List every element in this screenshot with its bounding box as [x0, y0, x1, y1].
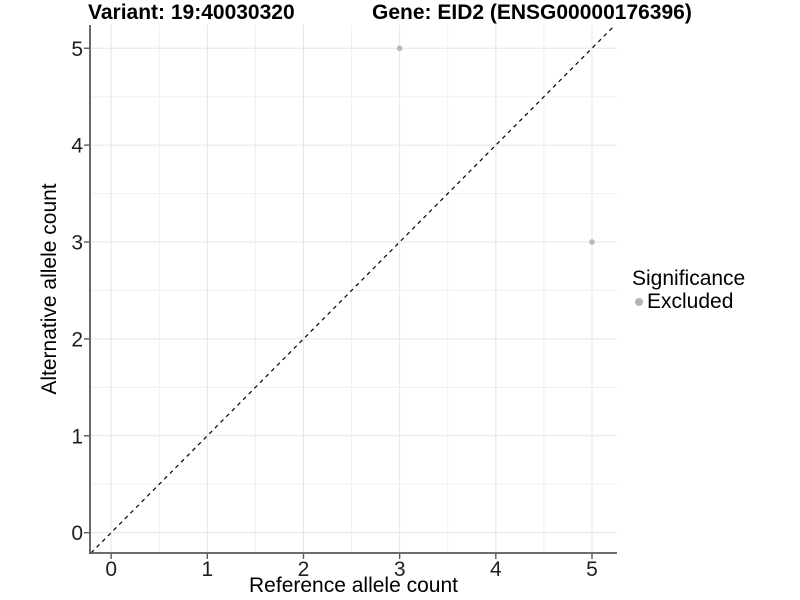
legend: Significance Excluded: [632, 268, 745, 313]
plot-title-gene: Gene: EID2 (ENSG00000176396): [372, 1, 692, 24]
y-tick-label: 0: [71, 522, 83, 545]
data-point: [396, 45, 403, 52]
x-tick-label: 5: [586, 558, 598, 581]
legend-item-excluded: Excluded: [632, 291, 745, 313]
excluded-point-icon: [635, 298, 643, 306]
y-tick-label: 1: [71, 425, 83, 448]
x-tick-label: 3: [394, 558, 406, 581]
y-tick-label: 4: [71, 135, 83, 158]
x-axis-label: Reference allele count: [249, 574, 458, 597]
x-tick-label: 2: [298, 558, 310, 581]
plot-title-variant: Variant: 19:40030320: [88, 1, 295, 24]
legend-title: Significance: [632, 267, 746, 290]
y-tick-label: 5: [71, 38, 83, 61]
y-tick-label: 2: [71, 328, 83, 351]
x-tick-label: 0: [105, 558, 117, 581]
y-axis-label: Alternative allele count: [38, 183, 61, 395]
x-tick-label: 4: [490, 558, 502, 581]
x-tick-label: 1: [201, 558, 213, 581]
legend-item-label: Excluded: [647, 290, 734, 313]
identity-line: [90, 24, 616, 554]
data-point: [589, 239, 595, 245]
y-tick-label: 3: [71, 232, 83, 255]
